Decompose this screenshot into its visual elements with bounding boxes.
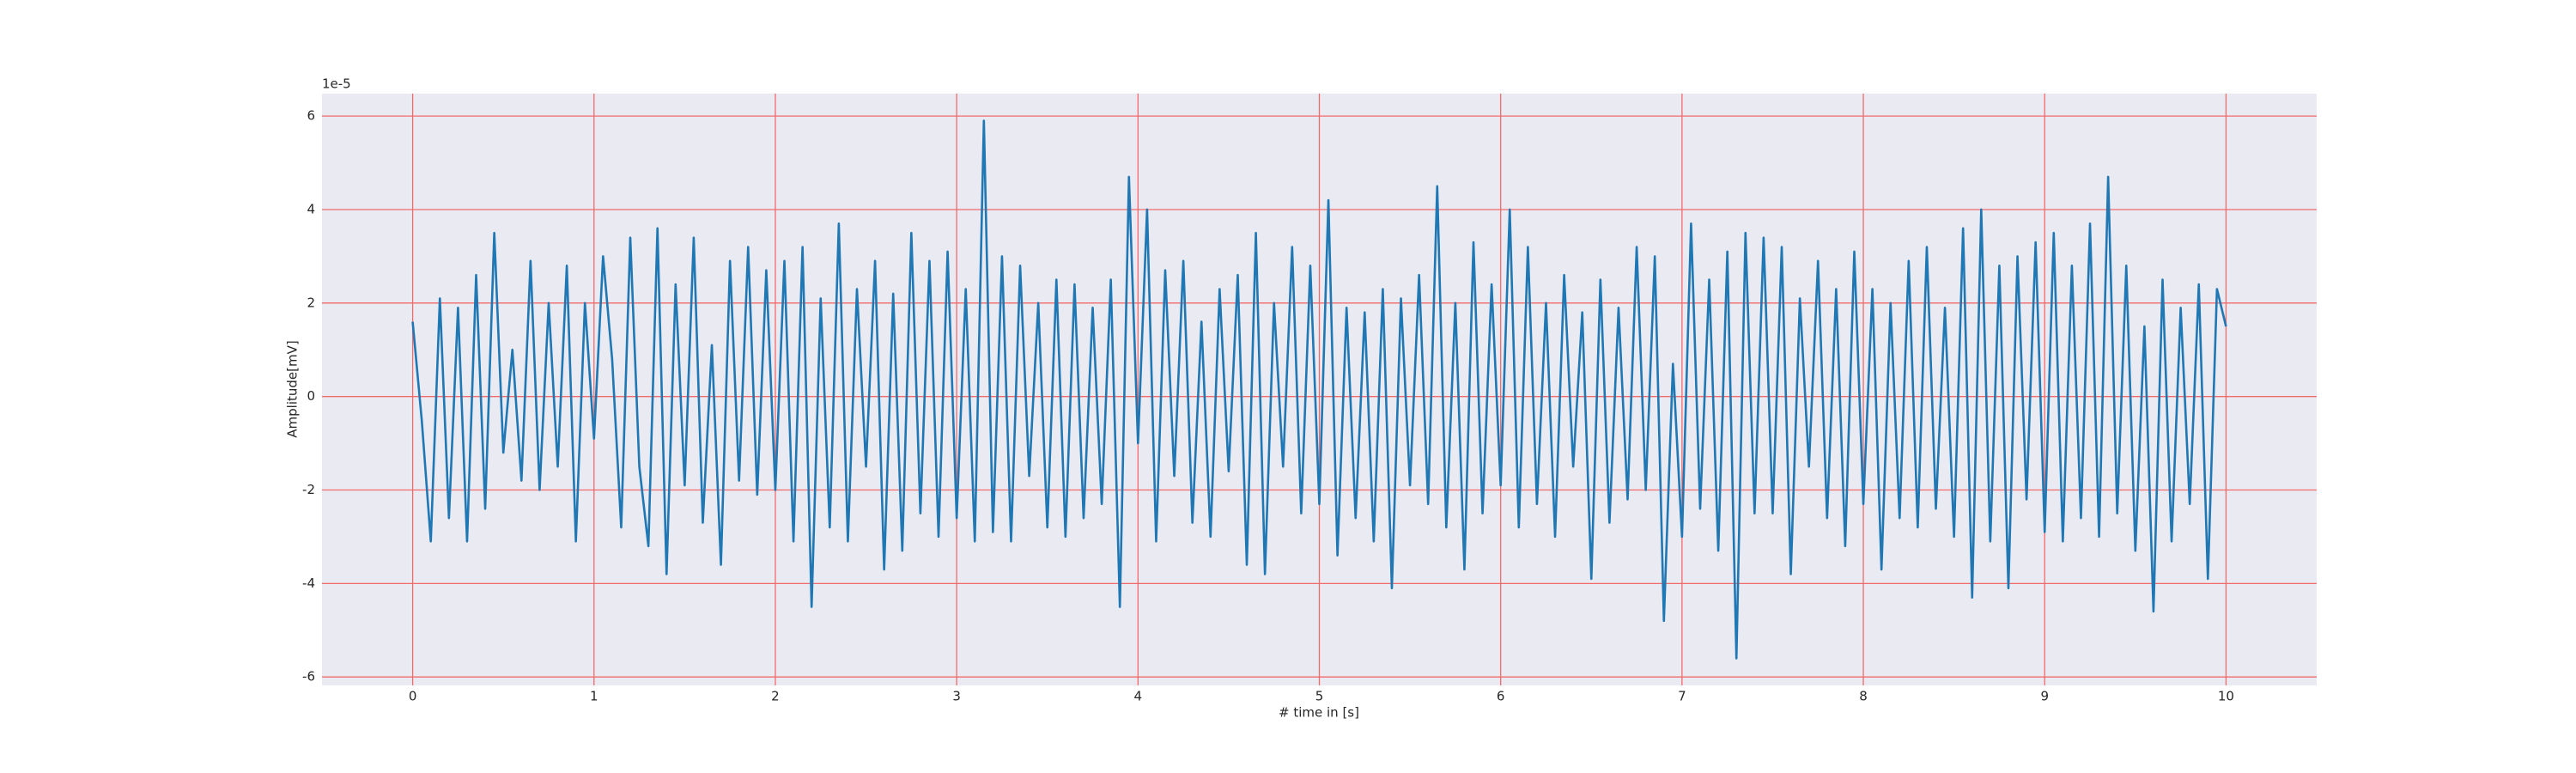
x-tick-label: 5 xyxy=(1315,689,1324,704)
y-tick-label: 6 xyxy=(307,108,315,124)
x-tick-label: 10 xyxy=(2218,689,2234,704)
x-tick-label: 7 xyxy=(1678,689,1686,704)
x-tick-label: 0 xyxy=(409,689,417,704)
y-tick-label: 0 xyxy=(307,388,315,404)
y-tick-label: -2 xyxy=(302,482,315,497)
x-tick-label: 6 xyxy=(1497,689,1505,704)
x-tick-label: 4 xyxy=(1134,689,1143,704)
y-offset-label: 1e-5 xyxy=(322,76,351,92)
x-tick-label: 3 xyxy=(952,689,961,704)
x-axis-label: # time in [s] xyxy=(1279,705,1359,721)
y-axis-label: Amplitude[mV] xyxy=(285,340,301,437)
y-tick-label: -6 xyxy=(302,669,315,685)
y-tick-label: 2 xyxy=(307,295,315,310)
y-tick-label: -4 xyxy=(302,575,315,591)
signal-line xyxy=(411,119,2227,660)
x-tick-label: 8 xyxy=(1859,689,1868,704)
y-tick-label: 4 xyxy=(307,201,315,216)
x-tick-label: 1 xyxy=(590,689,598,704)
x-tick-label: 2 xyxy=(771,689,780,704)
x-tick-label: 9 xyxy=(2040,689,2049,704)
